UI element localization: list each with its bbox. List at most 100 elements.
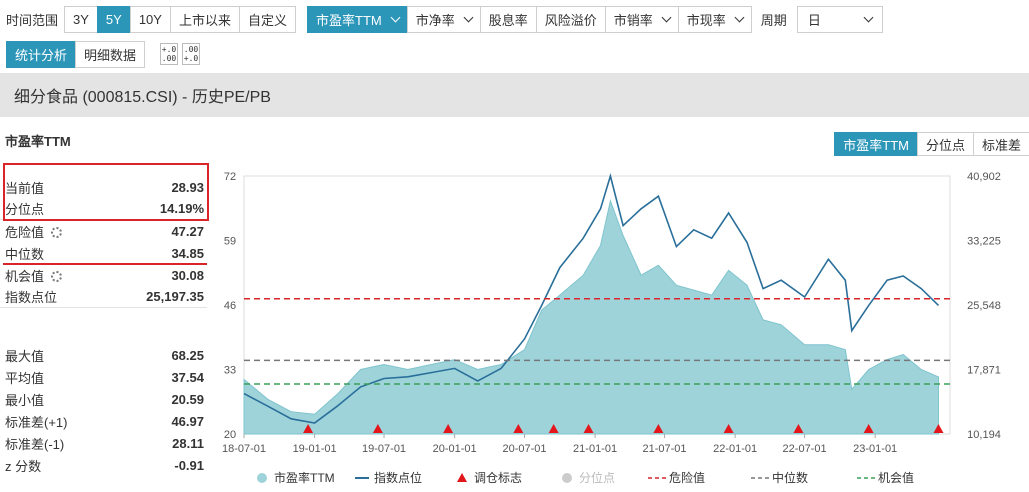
gear-icon[interactable] <box>51 226 63 238</box>
stat-row: 指数点位 25,197.35 <box>0 286 207 308</box>
stat-label: z 分数 <box>5 458 42 474</box>
stat-row: 机会值 30.08 <box>0 264 207 286</box>
time-range-1[interactable]: 5Y <box>96 5 131 33</box>
stat-value: 28.93 <box>171 179 204 195</box>
time-range-toolbar: 时间范围 3Y 5Y 10Y 上市以来 自定义 市盈率TTM 市净率 股息率 风险溢价 市销率市… <box>0 5 883 33</box>
time-range-4[interactable]: 自定义 <box>238 5 296 33</box>
gear-icon[interactable] <box>51 270 63 282</box>
decimal-increase-top: +.0 <box>161 45 177 54</box>
pe-chart: 20 33 46 59 72 10,194 17,871 25,548 33,225 40,902… <box>222 171 1001 485</box>
legend-label-1: 指数点位 <box>374 470 422 485</box>
rebalance-marker-5 <box>583 424 594 433</box>
stat-value: 46.97 <box>171 413 204 429</box>
period-select[interactable]: 日 <box>796 5 883 33</box>
legend-symbol-2 <box>457 473 467 482</box>
stat-value: -0.91 <box>174 457 204 473</box>
y-right-tick-2: 25,548 <box>967 300 1001 312</box>
stat-row: 中位数 34.85 <box>0 242 207 264</box>
rebalance-marker-8 <box>793 424 804 433</box>
time-range-3-label: 上市以来 <box>178 12 231 28</box>
chevron-down-icon <box>661 12 672 22</box>
stat-value: 37.54 <box>171 369 204 385</box>
metric-tab-1[interactable]: 市净率 <box>406 5 481 33</box>
time-range-label: 时间范围 <box>6 12 59 28</box>
x-tick-6: 21-07-01 <box>643 443 687 455</box>
legend-label-4: 危险值 <box>669 470 705 485</box>
chevron-down-icon <box>463 12 474 22</box>
stat-label: 最大值 <box>5 348 45 364</box>
series-index-line <box>243 173 940 424</box>
stat-row: 最大值 68.25 <box>0 344 207 366</box>
stat-value: 47.27 <box>171 223 204 239</box>
legend-label-2: 调仓标志 <box>474 471 522 485</box>
legend-symbol-0 <box>257 473 267 483</box>
period-label: 周期 <box>760 12 787 28</box>
y-right-tick-1: 17,871 <box>967 365 1001 377</box>
highlight-box <box>3 163 209 221</box>
chart-metric-tab-2[interactable]: 标准差 <box>972 132 1029 156</box>
y-right-tick-0: 10,194 <box>967 429 1001 441</box>
time-range-3[interactable]: 上市以来 <box>169 5 240 33</box>
stat-label: 指数点位 <box>5 290 58 305</box>
y-left-tick-0: 20 <box>224 429 236 441</box>
decimal-decrease-bottom: +.0 <box>183 54 199 63</box>
metric-tab-1-label: 市净率 <box>415 12 455 28</box>
x-tick-1: 19-01-01 <box>293 443 337 455</box>
x-tick-8: 22-07-01 <box>783 443 827 455</box>
metric-tab-0-label: 市盈率TTM <box>316 12 382 28</box>
stats-heading: 市盈率TTM <box>5 134 71 149</box>
stat-label: 标准差(+1) <box>5 414 68 430</box>
stat-label: 中位数 <box>5 246 45 262</box>
y-left-tick-3: 59 <box>224 236 236 248</box>
metric-tab-4[interactable]: 市销率 <box>604 5 679 33</box>
rebalance-marker-1 <box>372 424 383 433</box>
decimal-decrease-icon[interactable]: .00 +.0 <box>182 43 201 65</box>
time-range-1-label: 5Y <box>105 11 122 27</box>
metric-tab-3-label: 风险溢价 <box>544 12 597 28</box>
legend-label-0: 市盈率TTM <box>274 470 335 485</box>
x-tick-3: 20-01-01 <box>433 443 477 455</box>
metric-tab-3[interactable]: 风险溢价 <box>535 5 606 33</box>
stat-row: 平均值 37.54 <box>0 366 207 388</box>
chevron-down-icon <box>863 12 874 22</box>
time-range-2[interactable]: 10Y <box>129 5 171 33</box>
highlight-underline <box>3 263 207 265</box>
metric-tab-5[interactable]: 市现率 <box>677 5 752 33</box>
metric-tab-2[interactable]: 股息率 <box>479 5 537 33</box>
view-tab-0[interactable]: 统计分析 <box>6 40 77 68</box>
view-tab-1[interactable]: 明细数据 <box>75 40 146 68</box>
x-tick-5: 21-01-01 <box>573 443 617 455</box>
stat-label: 标准差(-1) <box>5 436 65 452</box>
decimal-increase-icon[interactable]: +.0 .00 <box>160 43 179 65</box>
view-tab-1-label: 明细数据 <box>84 47 137 63</box>
chart-metric-tab-1[interactable]: 分位点 <box>916 132 974 156</box>
legend-label-6: 机会值 <box>878 470 914 485</box>
chevron-down-icon <box>734 12 745 22</box>
metric-group: 市盈率TTM 市净率 股息率 风险溢价 市销率 市现率 <box>307 5 752 33</box>
stat-label: 平均值 <box>5 370 45 386</box>
decimal-decrease-top: .00 <box>183 45 199 54</box>
x-tick-2: 19-07-01 <box>362 443 406 455</box>
stat-value: 34.85 <box>171 245 204 261</box>
x-tick-0: 18-07-01 <box>222 443 266 455</box>
time-range-4-label: 自定义 <box>247 12 287 28</box>
time-range-group: 3Y 5Y 10Y 上市以来 自定义 <box>64 5 296 33</box>
chart-metric-tab-0-label: 市盈率TTM <box>843 137 909 153</box>
period-value: 日 <box>807 12 821 28</box>
rebalance-marker-7 <box>723 424 734 433</box>
time-range-0[interactable]: 3Y <box>64 5 98 33</box>
stat-label: 最小值 <box>5 392 45 408</box>
rebalance-marker-4 <box>548 424 559 433</box>
page-title: 细分食品 (000815.CSI) - 历史PE/PB <box>14 89 271 106</box>
y-left-tick-4: 72 <box>224 171 236 183</box>
stat-row: z 分数 -0.91 <box>0 454 207 476</box>
stat-label: 危险值 <box>5 222 63 241</box>
chart-metric-tab-0[interactable]: 市盈率TTM <box>834 132 918 156</box>
metric-tab-0[interactable]: 市盈率TTM <box>307 5 408 33</box>
y-right-tick-3: 33,225 <box>967 236 1001 248</box>
rebalance-marker-0 <box>303 424 314 433</box>
stat-label: 机会值 <box>5 266 63 285</box>
series-pe-area <box>243 199 940 435</box>
metric-tab-2-label: 股息率 <box>488 12 528 28</box>
metric-tab-5-label: 市现率 <box>686 12 726 28</box>
